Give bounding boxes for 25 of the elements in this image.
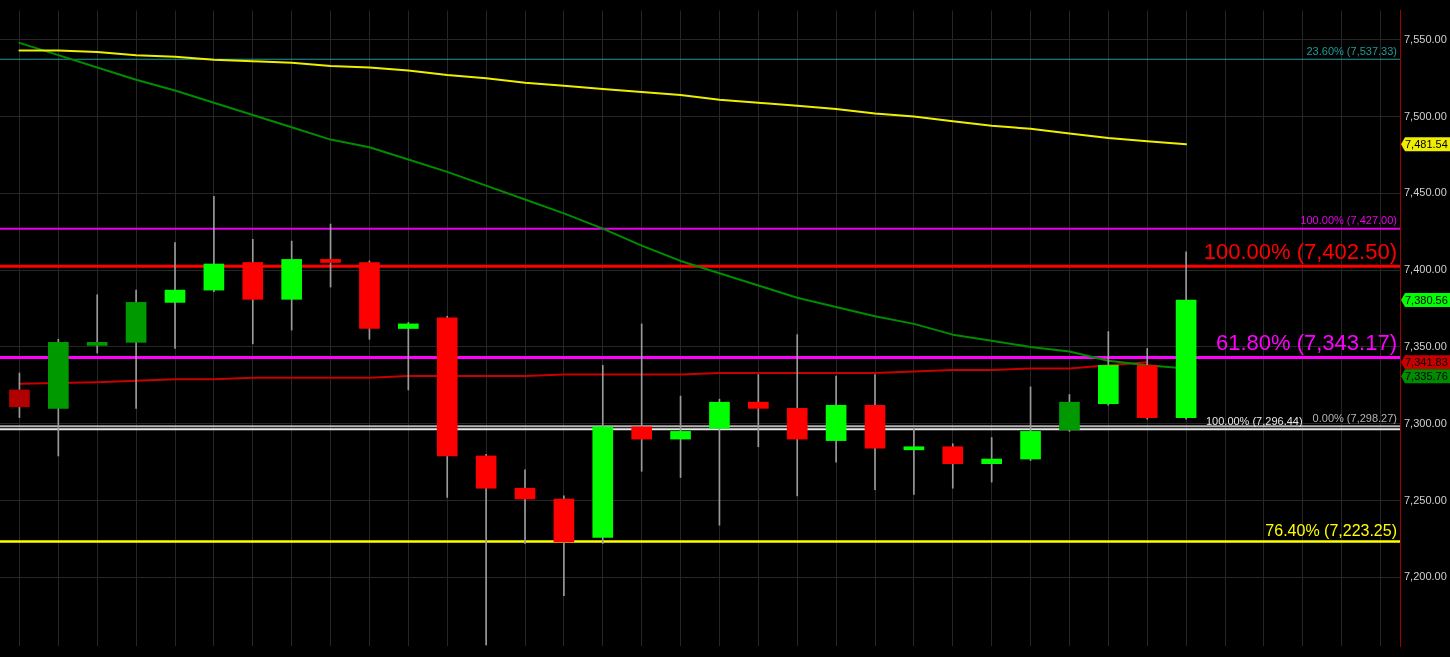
candlestick — [475, 454, 497, 646]
y-tick-label: 7,550.00 — [1404, 32, 1447, 45]
y-tick-label: 7,200.00 — [1404, 570, 1447, 583]
y-tick-label: 7,450.00 — [1404, 186, 1447, 199]
ref-line-label: 76.40% (7,223.25) — [1265, 521, 1397, 539]
y-tick-label: 7,250.00 — [1404, 493, 1447, 506]
text: 7,341.83 — [1405, 355, 1448, 368]
y-tick-label: 7,300.00 — [1404, 416, 1447, 429]
candlestick — [514, 469, 536, 544]
y-tick-label: 7,500.00 — [1404, 109, 1447, 122]
ref-line-label: 100.00% (7,296.44) — [1205, 414, 1303, 427]
ref-line-label: 23.60% (7,537.33) — [1306, 45, 1397, 58]
candlestick — [786, 334, 808, 497]
ref-line-label: 0.00% (7,298.27) — [1312, 411, 1397, 424]
candlestick — [903, 427, 925, 495]
text: 7,380.56 — [1405, 293, 1448, 306]
y-tick-label: 7,400.00 — [1404, 263, 1447, 276]
candlestick — [164, 242, 186, 349]
ref-line-label: 100.00% (7,427.00) — [1300, 214, 1397, 227]
text: 7,481.54 — [1405, 137, 1448, 150]
ref-line-label: 61.80% (7,343.17) — [1215, 329, 1397, 355]
ref-line-label: 100.00% (7,402.50) — [1203, 238, 1397, 264]
candlestick — [86, 294, 108, 354]
y-tick-label: 7,350.00 — [1404, 339, 1447, 352]
text: 7,335.76 — [1405, 369, 1448, 382]
